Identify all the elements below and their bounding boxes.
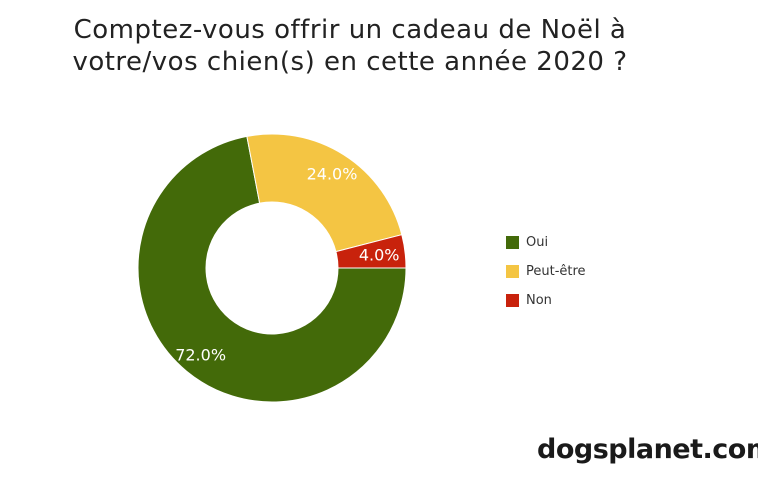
brand-logo-text: dogsplanet.com — [537, 434, 758, 465]
slice-oui — [137, 135, 407, 403]
legend-swatch-non — [506, 294, 519, 307]
legend-label-non: Non — [526, 293, 552, 308]
chart-legend: Oui Peut-être Non — [506, 228, 586, 315]
chart-title-line-1: Comptez-vous offrir un cadeau de Noël à — [73, 15, 627, 45]
legend-swatch-peut-etre — [506, 265, 519, 278]
chart-title-line-2: votre/vos chien(s) en cette année 2020 ? — [72, 47, 628, 77]
legend-label-peut-etre: Peut-être — [526, 264, 586, 279]
slice-non — [335, 234, 407, 269]
slice-label-oui: 72.0% — [175, 345, 226, 364]
slice-peut-etre — [246, 133, 403, 253]
chart-title: Comptez-vous offrir un cadeau de Noël à … — [0, 14, 700, 78]
legend-item-non: Non — [506, 286, 586, 315]
legend-item-oui: Oui — [506, 228, 586, 257]
legend-item-peut-etre: Peut-être — [506, 257, 586, 286]
legend-label-oui: Oui — [526, 235, 549, 250]
legend-swatch-oui — [506, 236, 519, 249]
slice-label-non: 4.0% — [359, 245, 400, 264]
slice-label-peut-etre: 24.0% — [307, 164, 358, 183]
